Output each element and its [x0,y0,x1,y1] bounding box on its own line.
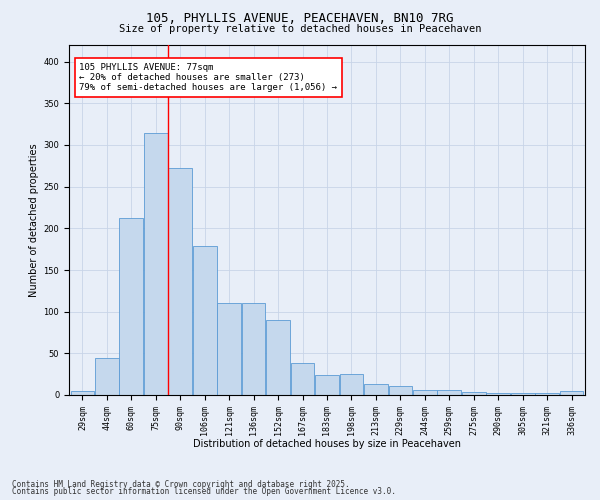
Bar [315,375,339,395]
Bar [487,392,510,395]
Bar [413,390,437,395]
Bar [71,391,94,395]
Text: Size of property relative to detached houses in Peacehaven: Size of property relative to detached ho… [119,24,481,34]
Bar [144,132,167,395]
Bar [462,392,485,395]
Text: Contains HM Land Registry data © Crown copyright and database right 2025.: Contains HM Land Registry data © Crown c… [12,480,350,489]
Bar [511,394,535,395]
Bar [364,384,388,395]
Bar [266,320,290,395]
Bar [535,394,559,395]
Text: 105 PHYLLIS AVENUE: 77sqm
← 20% of detached houses are smaller (273)
79% of semi: 105 PHYLLIS AVENUE: 77sqm ← 20% of detac… [79,62,337,92]
Bar [290,362,314,395]
Y-axis label: Number of detached properties: Number of detached properties [29,143,39,297]
Text: 105, PHYLLIS AVENUE, PEACEHAVEN, BN10 7RG: 105, PHYLLIS AVENUE, PEACEHAVEN, BN10 7R… [146,12,454,26]
Bar [437,390,461,395]
Bar [242,304,265,395]
Bar [119,218,143,395]
Bar [169,168,192,395]
Text: Contains public sector information licensed under the Open Government Licence v3: Contains public sector information licen… [12,487,396,496]
X-axis label: Distribution of detached houses by size in Peacehaven: Distribution of detached houses by size … [193,439,461,449]
Bar [95,358,119,395]
Bar [193,246,217,395]
Bar [217,304,241,395]
Bar [340,374,364,395]
Bar [560,391,583,395]
Bar [389,386,412,395]
